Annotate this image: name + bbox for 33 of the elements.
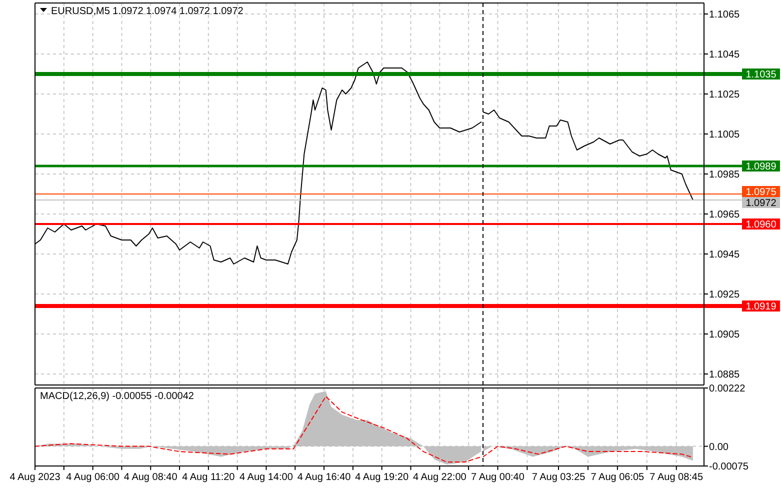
y-tick-label: -0.00075	[709, 462, 749, 472]
x-tick-label: 7 Aug 06:05	[590, 472, 645, 483]
y-tick-label: 1.0925	[709, 290, 740, 300]
y-tick-label: 0.00222	[709, 384, 746, 394]
x-tick-label: 4 Aug 22:00	[412, 472, 467, 483]
chart-title: MACD(12,26,9) -0.00055 -0.00042	[40, 391, 194, 402]
y-tick-label: 0.00	[709, 442, 729, 453]
y-tick-label: 1.1045	[709, 50, 740, 60]
y-tick-label: 1.1005	[709, 130, 740, 140]
x-tick-label: 7 Aug 00:40	[471, 472, 525, 483]
x-tick-label: 4 Aug 19:20	[355, 472, 409, 483]
y-tick-label: 1.0985	[709, 170, 740, 180]
y-tick-label: 1.0905	[709, 330, 740, 340]
x-tick-label: 4 Aug 2023	[10, 472, 61, 483]
ref-line-label: 1.0960	[746, 220, 777, 230]
ref-line-label: 1.1035	[746, 70, 777, 80]
ref-line-label: 1.0972	[746, 198, 777, 209]
y-tick-label: 1.0945	[709, 250, 740, 260]
ref-line-label: 1.0989	[746, 162, 777, 172]
y-tick-label: 1.0965	[709, 210, 740, 220]
x-tick-label: 4 Aug 14:00	[240, 472, 294, 483]
x-tick-label: 7 Aug 03:25	[532, 472, 586, 483]
x-tick-label: 4 Aug 16:40	[297, 472, 352, 483]
y-tick-label: 1.1025	[709, 90, 740, 100]
y-tick-label: 1.0885	[709, 370, 740, 380]
x-tick-label: 4 Aug 11:20	[182, 472, 236, 483]
ref-line-label: 1.0919	[746, 302, 777, 312]
y-tick-label: 1.1065	[709, 10, 740, 20]
ref-line-label: 1.0975	[746, 187, 777, 198]
chart-title: EURUSD,M5 1.0972 1.0974 1.0972 1.0972	[51, 6, 244, 17]
x-tick-label: 4 Aug 06:00	[66, 472, 120, 483]
x-tick-label: 4 Aug 08:40	[124, 472, 178, 483]
x-tick-label: 7 Aug 08:45	[650, 472, 704, 483]
